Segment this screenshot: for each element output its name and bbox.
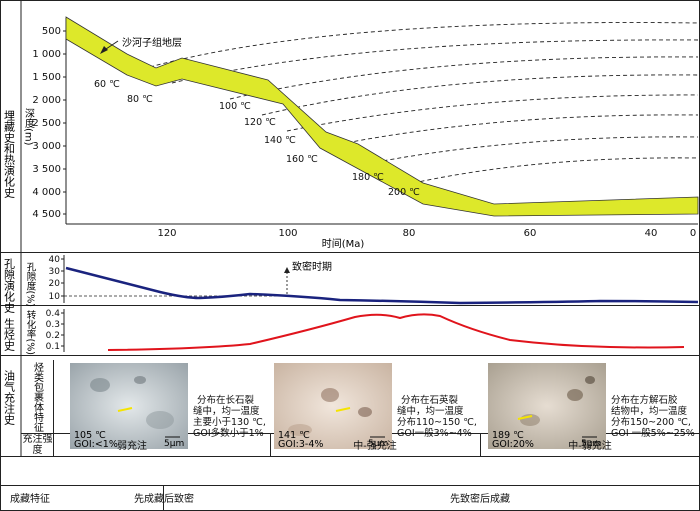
hydrocarbon-history-label: 生烃史 — [3, 317, 16, 352]
inclusion-arrow — [517, 415, 533, 420]
isotherm-label: 160 ℃ — [286, 154, 318, 165]
isotherm-line — [149, 22, 699, 68]
conversion-curve — [107, 313, 685, 351]
isotherm-label: 200 ℃ — [388, 187, 420, 198]
photo-desc: 缝中，均一温度 — [397, 405, 464, 417]
isotherm-label: 180 ℃ — [352, 172, 384, 183]
time-tick: 40 — [645, 228, 658, 239]
porosity-tick: 10 — [49, 292, 61, 302]
depth-tick: 2 500 — [32, 118, 61, 129]
isotherm-label: 140 ℃ — [264, 135, 296, 146]
photo-desc: 分布在方解石胶 — [611, 394, 678, 406]
reservoir-early: 先成藏后致密 — [134, 492, 194, 505]
charging-intensity-label: 充注强度 — [22, 434, 53, 456]
depth-ticks: 500 1 000 1 500 2 000 2 500 3 000 3 500 … — [32, 26, 61, 220]
photo-3: 189 ℃ GOI:20% 5μm — [488, 363, 606, 450]
isotherm-line — [286, 94, 699, 132]
depth-axis-label: 深度(m) — [23, 108, 35, 146]
depth-tick: 4 000 — [32, 187, 61, 198]
conversion-tick: 0.4 — [46, 309, 61, 319]
photo-goi: GOI:<1% — [74, 439, 118, 450]
conversion-axis-label: 转化率(%) — [25, 309, 37, 355]
conversion-tick: 0.2 — [46, 331, 60, 341]
isotherm-line — [399, 157, 699, 187]
scale-bar: 5μm — [581, 439, 601, 449]
isotherm-label: 120 ℃ — [244, 117, 276, 128]
conversion-panel: 转化率(%) 0.4 0.3 0.2 0.1 — [25, 309, 685, 355]
inclusion-arrow — [117, 407, 133, 412]
inclusion-features-label: 烃类包裹体特征 — [32, 361, 44, 433]
time-ticks: 120 100 80 60 40 0 — [157, 228, 696, 239]
photo-desc: 缝中，均一温度 — [193, 405, 260, 417]
porosity-tick: 30 — [49, 267, 61, 277]
photo-desc: 分布在长石裂 — [197, 394, 255, 406]
formation-label: 沙河子组地层 — [122, 36, 182, 49]
formation-seam — [65, 16, 699, 217]
intensity-medium-strong: 中-强充注 — [353, 439, 397, 452]
depth-tick: 2 000 — [32, 95, 61, 106]
photo-desc: GOI 一般5%~25% — [611, 427, 695, 439]
scale-bar: 5μm — [164, 439, 184, 449]
time-tick: 60 — [524, 228, 537, 239]
depth-tick: 3 500 — [32, 164, 61, 175]
porosity-axis-label: 孔隙度(%) — [25, 262, 37, 307]
densification-label: 致密时期 — [292, 260, 332, 273]
depth-tick: 1 500 — [32, 72, 61, 83]
photo-temp: 141 ℃ — [278, 430, 310, 441]
photo-temp: 105 ℃ — [74, 430, 106, 441]
time-tick: 100 — [278, 228, 297, 239]
photo-goi: GOI:3-4% — [278, 439, 323, 450]
porosity-curve — [65, 266, 699, 305]
photo-desc: 结物中，均一温度 — [611, 405, 688, 417]
porosity-history-label: 孔隙演化史 — [3, 258, 16, 314]
scale-bar: 5μm — [368, 439, 388, 449]
time-tick: 0 — [690, 228, 696, 239]
photo-goi: GOI:20% — [492, 439, 534, 450]
time-axis-label: 时间(Ma) — [322, 237, 365, 250]
photo-1: 105 ℃ GOI:<1% 5μm — [70, 363, 188, 450]
isotherm-line — [229, 56, 699, 100]
depth-tick: 4 500 — [32, 209, 61, 220]
photo-2: 141 ℃ GOI:3-4% 5μm — [274, 363, 392, 450]
charging-history-label: 油气充注史 — [3, 369, 16, 426]
isotherm-line — [355, 136, 699, 167]
pointer-arrow-icon — [100, 46, 108, 54]
porosity-tick: 20 — [49, 279, 61, 289]
burial-panel: 深度(m) 500 1 000 1 500 2 000 2 500 3 000 … — [23, 16, 699, 250]
depth-tick: 500 — [42, 26, 61, 37]
photo-desc: 分布110~150 ℃, — [397, 416, 477, 428]
photo-desc: 主要小于130 ℃, — [193, 416, 266, 428]
conversion-tick: 0.3 — [46, 320, 60, 330]
porosity-panel: 孔隙度(%) 40 30 20 10 致密时期 — [25, 255, 699, 307]
burial-history-label: 埋藏史和热演化史 — [3, 110, 16, 199]
densification-arrow-icon — [284, 267, 290, 273]
depth-tick: 1 000 — [32, 49, 61, 60]
intensity-weak: 弱充注 — [117, 439, 147, 452]
isotherm-line — [261, 74, 699, 116]
conversion-tick: 0.1 — [46, 342, 60, 352]
intensity-medium-weak: 中-弱充注 — [568, 439, 612, 452]
reservoir-late: 先致密后成藏 — [450, 492, 510, 505]
inclusion-arrow — [335, 407, 351, 412]
isotherm-line — [319, 114, 699, 149]
photo-temp: 189 ℃ — [492, 430, 524, 441]
isotherm-label: 60 ℃ — [94, 79, 120, 90]
depth-tick: 3 000 — [32, 141, 61, 152]
isotherm-label: 80 ℃ — [127, 94, 153, 105]
photo-desc: GOI多数小于1% — [193, 427, 264, 439]
isotherm-label: 100 ℃ — [219, 101, 251, 112]
photo-desc: 分布150~200 ℃, — [611, 416, 691, 428]
porosity-tick: 40 — [49, 255, 61, 265]
photo-desc: 分布在石英裂 — [401, 394, 459, 406]
photo-desc: GOI一般3%~4% — [397, 427, 472, 439]
time-tick: 80 — [403, 228, 416, 239]
time-tick: 120 — [157, 228, 176, 239]
reservoir-features-label: 成藏特征 — [10, 493, 50, 505]
